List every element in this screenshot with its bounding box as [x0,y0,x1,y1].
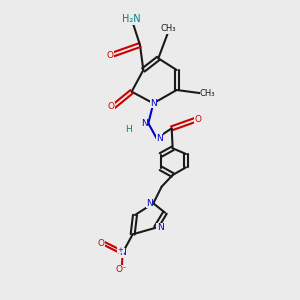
Text: N: N [146,199,153,208]
Text: O: O [106,50,113,59]
Text: CH₃: CH₃ [160,24,176,33]
Text: N: N [119,248,126,257]
Text: O⁻: O⁻ [116,266,127,274]
Text: O: O [108,102,115,111]
Text: O: O [194,116,202,124]
Text: N: N [150,99,157,108]
Text: +: + [118,247,124,253]
Text: N: N [141,119,148,128]
Text: N: N [156,134,163,143]
Text: H₂N: H₂N [122,14,141,24]
Text: O: O [98,239,104,248]
Text: H: H [125,125,132,134]
Text: CH₃: CH₃ [200,89,215,98]
Text: N: N [157,223,164,232]
